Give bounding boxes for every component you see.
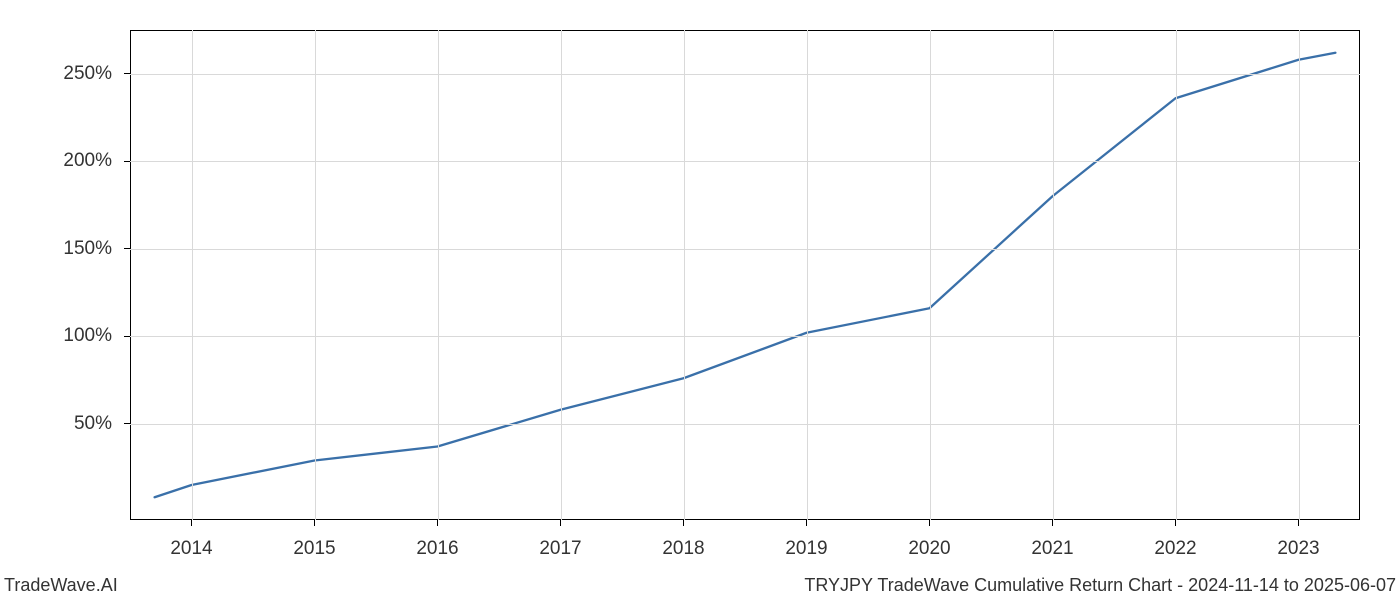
y-tick	[124, 161, 130, 162]
y-tick	[124, 336, 130, 337]
y-tick-label: 200%	[0, 150, 112, 172]
x-tick-label: 2023	[1277, 538, 1319, 560]
gridline-horizontal	[130, 424, 1360, 425]
y-tick-label: 150%	[0, 238, 112, 260]
x-tick	[314, 520, 315, 526]
gridline-vertical	[930, 30, 931, 520]
y-tick-label: 50%	[0, 413, 112, 435]
gridline-vertical	[1299, 30, 1300, 520]
x-tick-label: 2019	[785, 538, 827, 560]
gridline-horizontal	[130, 249, 1360, 250]
x-tick	[560, 520, 561, 526]
y-tick-label: 250%	[0, 63, 112, 85]
x-tick	[929, 520, 930, 526]
x-tick-label: 2015	[293, 538, 335, 560]
cumulative-return-line	[155, 53, 1336, 498]
x-tick	[1175, 520, 1176, 526]
y-tick	[124, 73, 130, 74]
x-tick-label: 2016	[416, 538, 458, 560]
y-tick	[124, 248, 130, 249]
footer-right-text: TRYJPY TradeWave Cumulative Return Chart…	[804, 575, 1396, 596]
x-tick-label: 2017	[539, 538, 581, 560]
gridline-vertical	[807, 30, 808, 520]
gridline-horizontal	[130, 161, 1360, 162]
footer-left-text: TradeWave.AI	[4, 575, 118, 596]
gridline-vertical	[1053, 30, 1054, 520]
y-tick	[124, 423, 130, 424]
x-tick-label: 2014	[170, 538, 212, 560]
gridline-horizontal	[130, 74, 1360, 75]
x-tick-label: 2022	[1154, 538, 1196, 560]
gridline-vertical	[561, 30, 562, 520]
x-tick	[437, 520, 438, 526]
x-tick	[1052, 520, 1053, 526]
plot-area	[130, 30, 1360, 520]
x-tick-label: 2018	[662, 538, 704, 560]
gridline-vertical	[1176, 30, 1177, 520]
gridline-vertical	[438, 30, 439, 520]
x-tick	[191, 520, 192, 526]
y-tick-label: 100%	[0, 325, 112, 347]
gridline-vertical	[684, 30, 685, 520]
x-tick-label: 2021	[1031, 538, 1073, 560]
x-tick	[1298, 520, 1299, 526]
x-tick	[806, 520, 807, 526]
x-tick	[683, 520, 684, 526]
x-tick-label: 2020	[908, 538, 950, 560]
chart-container: { "chart": { "type": "line", "canvas": {…	[0, 0, 1400, 600]
gridline-vertical	[192, 30, 193, 520]
gridline-horizontal	[130, 336, 1360, 337]
gridline-vertical	[315, 30, 316, 520]
